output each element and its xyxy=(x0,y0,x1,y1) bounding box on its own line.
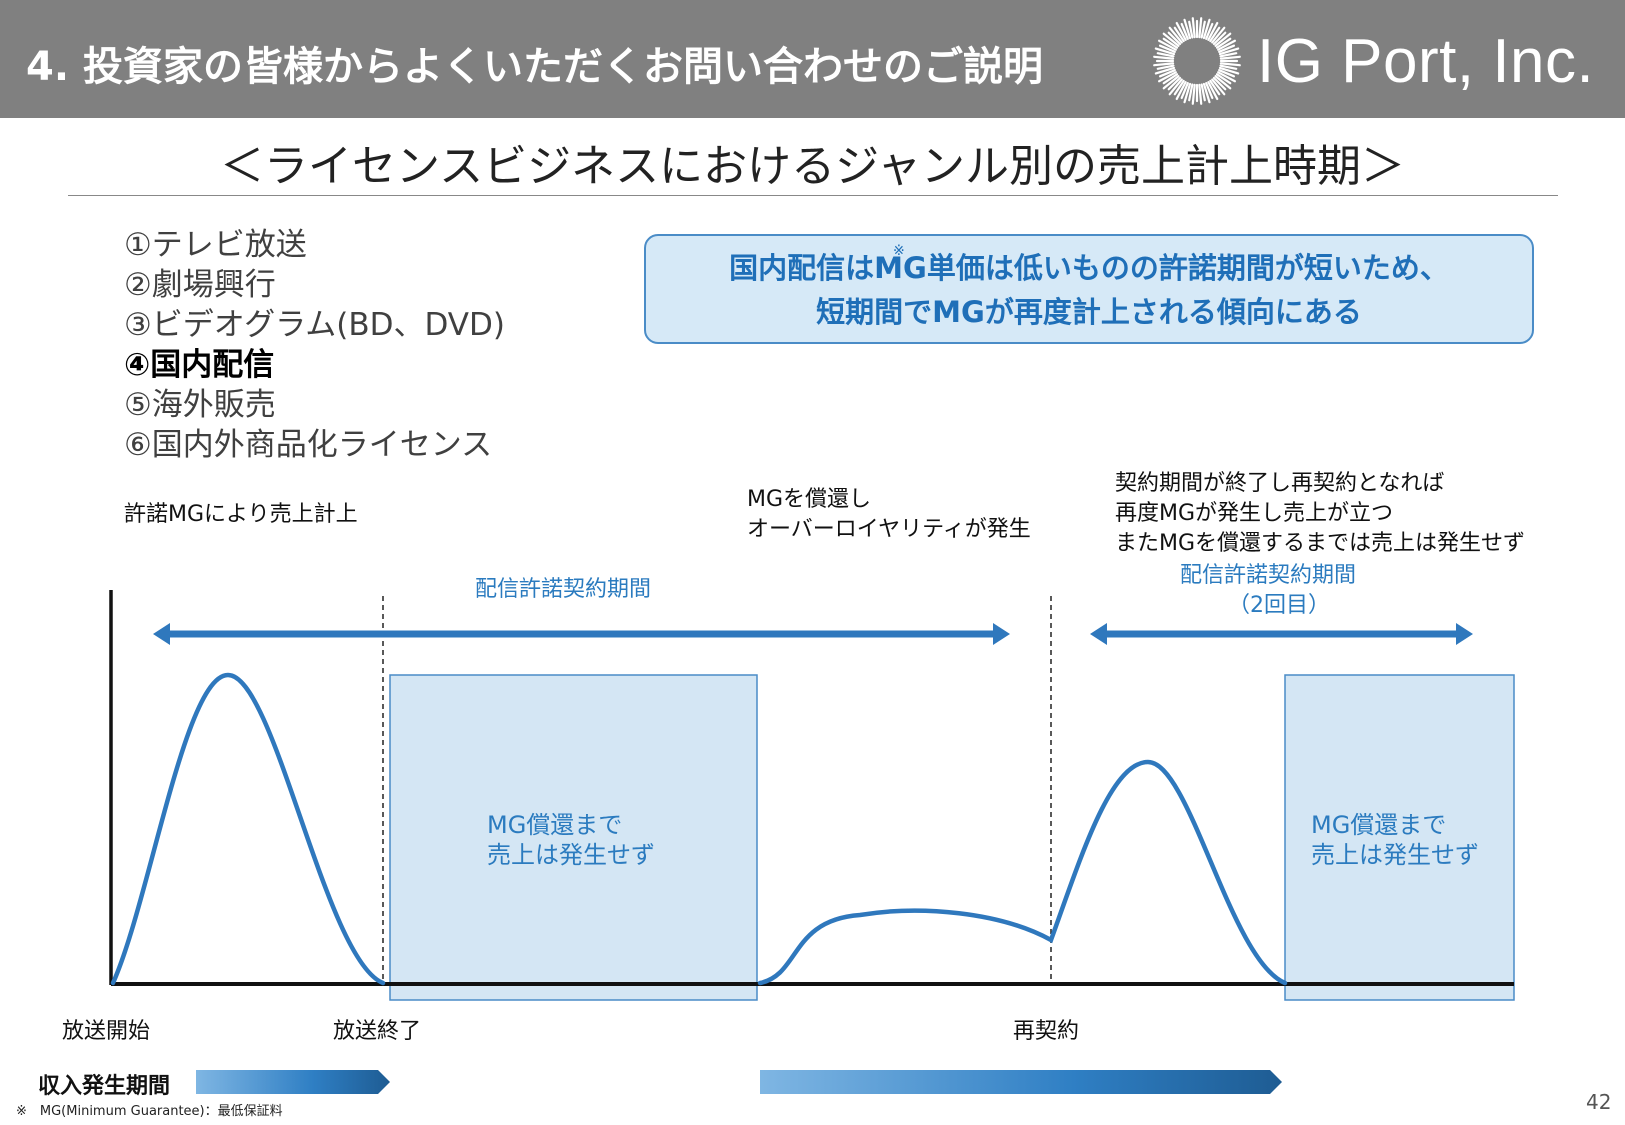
income-period-bar-first xyxy=(196,1070,390,1094)
header-bar: 4. 投資家の皆様からよくいただくお問い合わせのご説明 IG Port, Inc… xyxy=(0,0,1625,118)
company-logo: IG Port, Inc. xyxy=(1152,16,1622,106)
divider xyxy=(68,195,1558,196)
sunburst-logo-icon xyxy=(1153,17,1241,105)
overroyalty-note-line-2: オーバーロイヤリティが発生 xyxy=(747,517,1031,542)
period-arrow-first xyxy=(153,623,1010,645)
logo-text: IG Port, Inc. xyxy=(1257,27,1595,96)
genre-item-theater: ②劇場興行 xyxy=(124,267,276,303)
footnote: ※ MG(Minimum Guarantee)：最低保証料 xyxy=(16,1104,283,1119)
overroyalty-note-line-1: MGを償還し xyxy=(747,487,872,512)
mg-box-second-line-2: 売上は発生せず xyxy=(1311,841,1479,869)
footnote-mark: ※ xyxy=(893,243,905,259)
mg-box-second-line-1: MG償還まで xyxy=(1311,811,1447,839)
page-title: 4. 投資家の皆様からよくいただくお問い合わせのご説明 xyxy=(26,44,1043,90)
license-mg-note: 許諾MGにより売上計上 xyxy=(124,502,358,527)
genre-list: ①テレビ放送 ②劇場興行 ③ビデオグラム(BD、DVD) ④国内配信 ⑤海外販売… xyxy=(124,225,505,465)
revenue-curve xyxy=(110,672,1288,986)
income-period-bar-second xyxy=(760,1070,1282,1094)
genre-item-videogram: ③ビデオグラム(BD、DVD) xyxy=(124,307,505,343)
label-renew: 再契約 xyxy=(1013,1019,1080,1044)
period-arrow-second xyxy=(1090,623,1473,645)
income-period-label: 収入発生期間 xyxy=(38,1074,171,1099)
period-label-second-line-1: 配信許諾契約期間 xyxy=(1180,563,1357,588)
genre-item-overseas-sales: ⑤海外販売 xyxy=(124,387,276,423)
label-broadcast-start: 放送開始 xyxy=(62,1019,151,1044)
renew-note-line-3: またMGを償還するまでは売上は発生せず xyxy=(1115,531,1526,556)
genre-item-tv: ①テレビ放送 xyxy=(124,227,307,263)
genre-item-merchandise-license: ⑥国内外商品化ライセンス xyxy=(124,427,493,463)
mg-box-second xyxy=(1284,674,1515,1001)
mg-box-first xyxy=(389,674,758,1001)
callout-line-1: 国内配信はMG単価は低いものの許諾期間が短いため、 xyxy=(729,251,1449,285)
label-broadcast-end: 放送終了 xyxy=(333,1019,422,1044)
callout-box: 国内配信はMG単価は低いものの許諾期間が短いため、 短期間でMGが再度計上される… xyxy=(644,234,1534,344)
genre-item-domestic-streaming: ④国内配信 xyxy=(124,347,275,383)
renew-note-line-1: 契約期間が終了し再契約となれば xyxy=(1115,471,1445,496)
period-label-second-line-2: （2回目） xyxy=(1228,593,1330,618)
period-label-first: 配信許諾契約期間 xyxy=(475,577,652,602)
mg-box-first-line-2: 売上は発生せず xyxy=(487,841,655,869)
renew-note-line-2: 再度MGが発生し売上が立つ xyxy=(1115,501,1394,526)
mg-box-first-line-1: MG償還まで xyxy=(487,811,623,839)
section-subtitle: ＜ライセンスビジネスにおけるジャンル別の売上計上時期＞ xyxy=(220,141,1405,192)
page-number: 42 xyxy=(1586,1090,1612,1114)
callout-line-2: 短期間でMGが再度計上される傾向にある xyxy=(816,295,1362,329)
